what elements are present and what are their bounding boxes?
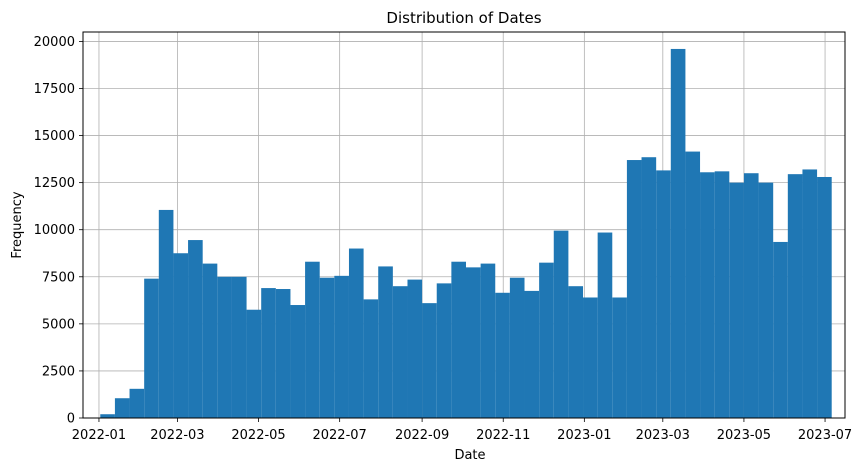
- histogram-bar: [656, 170, 671, 418]
- histogram-bar: [392, 286, 408, 418]
- histogram-bar: [290, 305, 306, 418]
- histogram-bar: [553, 230, 569, 418]
- histogram-bar: [202, 263, 218, 418]
- y-tick-label: 15000: [34, 129, 75, 144]
- histogram-bar: [217, 276, 232, 418]
- histogram-bar: [305, 261, 320, 418]
- histogram-bar: [509, 277, 525, 418]
- histogram-bar: [568, 286, 584, 418]
- histogram-bar: [524, 290, 540, 418]
- histogram-bar: [129, 388, 145, 418]
- histogram-bar: [261, 288, 276, 418]
- histogram-bar: [231, 276, 247, 418]
- histogram-bar: [480, 263, 496, 418]
- histogram-bar: [714, 171, 730, 418]
- x-tick-label: 2023-07: [798, 428, 852, 443]
- y-tick-label: 2500: [42, 364, 75, 379]
- histogram-bar: [685, 151, 701, 418]
- histogram-bar: [743, 173, 759, 418]
- histogram-bar: [700, 172, 715, 418]
- histogram-bar: [729, 182, 744, 418]
- plot-frame: [82, 31, 846, 419]
- x-tick-label: 2022-11: [476, 428, 530, 443]
- y-tick-label: 10000: [34, 223, 75, 238]
- histogram-bar: [173, 253, 189, 418]
- histogram-bar: [465, 267, 481, 418]
- bars: [100, 48, 832, 419]
- histogram-bar: [641, 157, 657, 418]
- histogram-bar: [348, 248, 364, 418]
- histogram-bar: [188, 240, 203, 418]
- histogram-bar: [817, 176, 832, 418]
- y-axis: 0 2500 5000 7500 10000 12500 15000 17500 20000: [34, 35, 83, 427]
- histogram-bar: [100, 414, 115, 418]
- histogram-bar: [539, 262, 554, 418]
- histogram-bar: [773, 241, 788, 418]
- x-tick-label: 2022-05: [231, 428, 285, 443]
- y-axis-title: Frequency: [10, 191, 25, 258]
- y-tick-label: 20000: [34, 35, 75, 50]
- histogram-bar: [612, 297, 627, 418]
- x-tick-label: 2022-01: [72, 428, 126, 443]
- x-tick-label: 2022-03: [150, 428, 204, 443]
- histogram-bar: [158, 209, 174, 418]
- histogram-bar: [363, 299, 379, 418]
- histogram-bar: [495, 292, 510, 418]
- x-axis: 2022-01 2022-03 2022-05 2022-07 2022-09 2022-…: [72, 418, 852, 443]
- histogram-bar: [275, 289, 291, 418]
- histogram-bar: [114, 398, 130, 418]
- histogram-bar: [144, 278, 159, 418]
- histogram-bar: [451, 261, 466, 418]
- histogram-bar: [246, 309, 262, 418]
- x-tick-label: 2022-09: [395, 428, 449, 443]
- x-tick-label: 2022-07: [312, 428, 366, 443]
- y-tick-label: 12500: [34, 176, 75, 191]
- x-tick-label: 2023-03: [636, 428, 690, 443]
- x-tick-label: 2023-01: [557, 428, 611, 443]
- histogram-bar: [334, 275, 349, 418]
- x-tick-label: 2023-05: [717, 428, 771, 443]
- y-tick-label: 0: [67, 412, 75, 427]
- histogram-bar: [583, 297, 598, 418]
- histogram-bar: [787, 174, 803, 418]
- histogram-bar: [670, 48, 686, 418]
- chart-title: Distribution of Dates: [386, 9, 541, 27]
- y-tick-label: 7500: [42, 270, 75, 285]
- histogram-bar: [626, 160, 642, 419]
- histogram-bar: [422, 303, 437, 418]
- histogram-bar: [758, 182, 774, 418]
- histogram-bar: [436, 283, 452, 418]
- histogram-bar: [378, 266, 393, 418]
- histogram-bar: [407, 279, 423, 418]
- y-tick-label: 5000: [42, 317, 75, 332]
- histogram-bar: [597, 232, 613, 418]
- y-tick-label: 17500: [34, 82, 75, 97]
- histogram-bar: [802, 169, 818, 418]
- histogram-bar: [319, 277, 335, 418]
- x-axis-title: Date: [454, 448, 485, 463]
